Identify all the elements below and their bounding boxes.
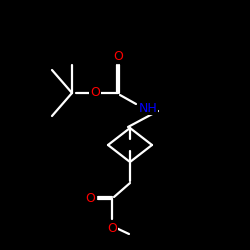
Text: O: O [107,222,117,234]
Text: O: O [90,86,100,100]
Text: NH: NH [138,102,158,114]
Text: O: O [85,192,95,204]
Text: O: O [113,50,123,62]
